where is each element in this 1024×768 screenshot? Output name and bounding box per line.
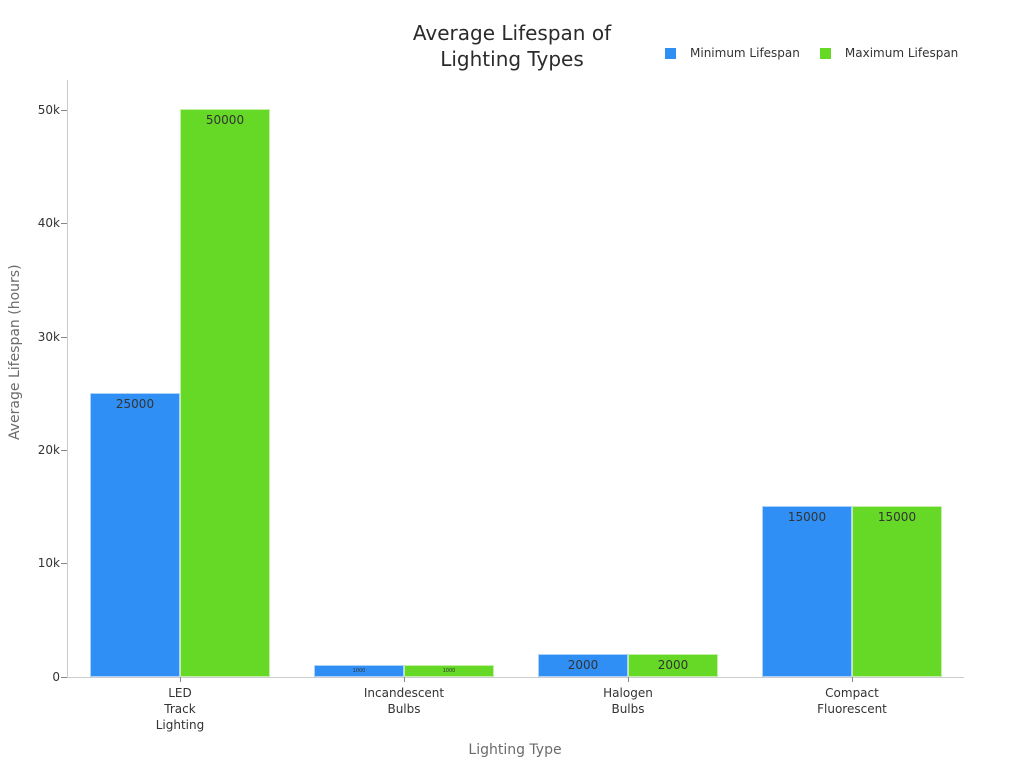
chart-title-line1: Average Lifespan of <box>412 21 612 45</box>
bar-incandescent-minimum[interactable]: 1000 <box>314 665 404 677</box>
legend-item-maximum[interactable]: Maximum Lifespan <box>819 46 959 60</box>
y-tick-20k: 20k <box>37 443 60 457</box>
y-axis-line <box>67 80 68 677</box>
y-tick-50k: 50k <box>37 103 60 117</box>
y-tick-mark <box>61 450 67 451</box>
legend-swatch-maximum-icon <box>819 47 831 59</box>
bar-halogen-maximum[interactable]: 2000 <box>628 654 718 677</box>
y-tick-40k: 40k <box>37 216 60 230</box>
legend-swatch-minimum-icon <box>665 47 676 59</box>
y-tick-10k: 10k <box>37 556 60 570</box>
bar-cfl-minimum[interactable]: 15000 <box>762 506 852 677</box>
x-tick-cfl: Compact Fluorescent <box>817 686 887 716</box>
legend: Minimum Lifespan Maximum Lifespan <box>665 46 978 60</box>
y-tick-mark <box>61 223 67 224</box>
bar-value-label: 15000 <box>877 510 917 524</box>
bar-value-label: 25000 <box>115 397 155 411</box>
x-tick-incandescent: Incandescent Bulbs <box>363 686 445 716</box>
bar-value-label: 1000 <box>442 668 456 674</box>
bar-value-label: 50000 <box>205 113 245 127</box>
x-tick-mark <box>852 677 853 682</box>
bar-value-label: 1000 <box>352 668 366 674</box>
bar-incandescent-maximum[interactable]: 1000 <box>404 665 494 677</box>
legend-label-minimum: Minimum Lifespan <box>690 46 800 60</box>
legend-item-minimum[interactable]: Minimum Lifespan <box>665 46 800 60</box>
chart-title-line2: Lighting Types <box>440 47 584 71</box>
bar-halogen-minimum[interactable]: 2000 <box>538 654 628 677</box>
chart-title: Average Lifespan of Lighting Types <box>362 20 662 72</box>
y-tick-mark <box>61 563 67 564</box>
y-tick-mark <box>61 337 67 338</box>
x-axis-line <box>67 677 964 678</box>
x-tick-led: LED Track Lighting <box>155 686 205 732</box>
bar-cfl-maximum[interactable]: 15000 <box>852 506 942 677</box>
x-tick-mark <box>180 677 181 682</box>
y-tick-mark <box>61 110 67 111</box>
bar-led-maximum[interactable]: 50000 <box>180 109 270 677</box>
bar-value-label: 2000 <box>657 658 689 672</box>
y-tick-30k: 30k <box>37 330 60 344</box>
x-tick-mark <box>628 677 629 682</box>
x-tick-mark <box>404 677 405 682</box>
x-axis-title: Lighting Type <box>468 742 562 758</box>
x-tick-halogen: Halogen Bulbs <box>603 686 653 716</box>
y-axis-title: Average Lifespan (hours) <box>7 264 23 440</box>
y-tick-mark <box>61 677 67 678</box>
legend-label-maximum: Maximum Lifespan <box>844 46 959 60</box>
bar-led-minimum[interactable]: 25000 <box>90 393 180 677</box>
bar-value-label: 2000 <box>567 658 599 672</box>
y-tick-0: 0 <box>52 670 60 684</box>
bar-value-label: 15000 <box>787 510 827 524</box>
